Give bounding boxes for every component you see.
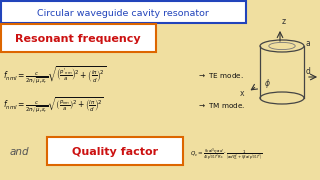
Text: $\phi$: $\phi$ — [264, 78, 271, 91]
Text: Resonant frequency: Resonant frequency — [15, 34, 141, 44]
Text: z: z — [282, 17, 286, 26]
FancyBboxPatch shape — [1, 24, 156, 52]
Text: x: x — [239, 89, 244, 98]
Text: and: and — [10, 147, 30, 157]
Text: $f_{nml} = \frac{c}{2\pi\sqrt{\mu_r\varepsilon_r}}\sqrt{\left(\frac{p'_{nm}}{a}\: $f_{nml} = \frac{c}{2\pi\sqrt{\mu_r\vare… — [3, 64, 106, 86]
FancyBboxPatch shape — [47, 137, 183, 165]
FancyBboxPatch shape — [1, 1, 246, 23]
Text: $f_{nml} = \frac{c}{2\pi\sqrt{\mu_r\varepsilon_r}}\sqrt{\left(\frac{p_{nm}}{a}\r: $f_{nml} = \frac{c}{2\pi\sqrt{\mu_r\vare… — [3, 95, 104, 115]
Text: $\rightarrow$ TE mode.: $\rightarrow$ TE mode. — [197, 71, 244, 80]
Text: a: a — [305, 39, 310, 48]
Text: $\rightarrow$ TM mode.: $\rightarrow$ TM mode. — [197, 100, 245, 109]
Text: Quality factor: Quality factor — [72, 147, 158, 157]
Text: Circular waveguide cavity resonator: Circular waveguide cavity resonator — [37, 8, 209, 17]
Text: $Q_c=\frac{(ka)^3\eta\,ad}{4(p'_{01})^2 R_s}\cdot\frac{1}{\left[ad\xi_1^2+(\beta: $Q_c=\frac{(ka)^3\eta\,ad}{4(p'_{01})^2 … — [190, 147, 263, 163]
Text: d: d — [306, 68, 311, 76]
